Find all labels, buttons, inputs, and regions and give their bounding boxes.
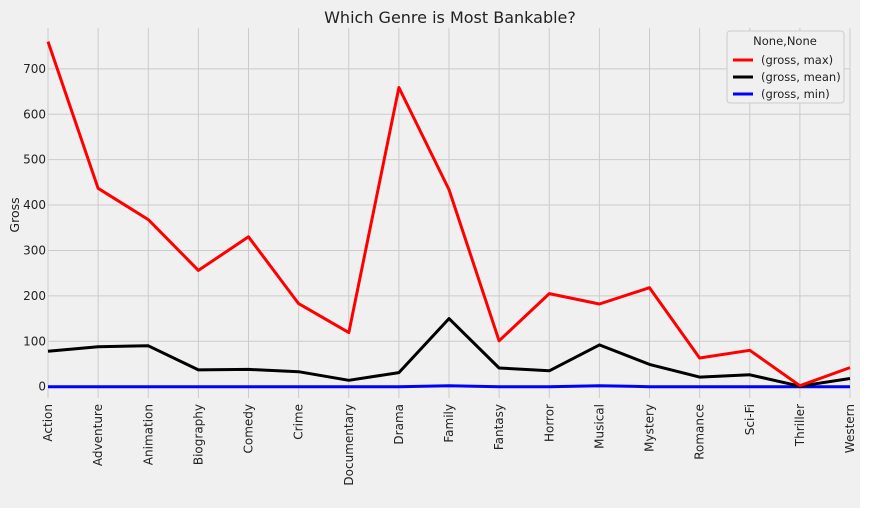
y-tick-label: 600	[23, 107, 46, 121]
x-tick-label: Romance	[693, 404, 707, 460]
x-tick-label: Adventure	[91, 404, 105, 466]
x-tick-label: Western	[843, 404, 857, 453]
chart-title: Which Genre is Most Bankable?	[324, 8, 576, 27]
legend-label-gross-max: (gross, max)	[761, 53, 833, 67]
series-line-gross-max	[46, 41, 851, 388]
y-tick-label: 100	[23, 334, 46, 348]
x-tick-label: Horror	[542, 404, 556, 442]
legend-label-gross-mean: (gross, mean)	[761, 70, 841, 84]
y-tick-label: 200	[23, 289, 46, 303]
series-line-gross-mean	[47, 317, 851, 388]
x-tick-label: Fantasy	[492, 404, 506, 450]
series-line-gross-min	[48, 384, 850, 389]
x-tick-labels: Action Adventure Animation Biography Comedy C…	[41, 404, 857, 486]
y-tick-labels: 0 100 200 300 400 500 600 700	[23, 62, 46, 394]
x-tick-label: Action	[41, 404, 55, 442]
legend-box	[726, 30, 845, 104]
y-tick-label: 0	[38, 380, 46, 394]
figure-background	[0, 0, 860, 508]
legend: None,None (gross, max)(gross, mean)(gros…	[726, 30, 845, 104]
y-tick-label: 300	[23, 243, 46, 257]
y-axis-label: Gross	[7, 197, 22, 232]
x-tick-label: Drama	[392, 404, 406, 445]
y-tick-label: 700	[23, 62, 46, 76]
y-tick-label: 500	[23, 153, 46, 167]
legend-label-gross-min: (gross, min)	[761, 87, 830, 101]
x-tick-label: Biography	[191, 404, 205, 465]
grid	[47, 28, 851, 398]
x-tick-label: Family	[442, 404, 456, 443]
y-tick-label: 400	[23, 198, 46, 212]
x-tick-label: Sci-Fi	[743, 404, 757, 435]
x-tick-label: Documentary	[342, 404, 356, 486]
legend-entries: (gross, max) (gross, mean) (gross, min)	[733, 53, 841, 101]
series-lines	[46, 41, 851, 389]
x-tick-label: Musical	[592, 404, 606, 449]
legend-title: None,None	[753, 34, 817, 48]
x-tick-label: Crime	[292, 404, 306, 440]
x-tick-label: Animation	[141, 404, 155, 465]
x-tick-label: Comedy	[242, 404, 256, 454]
x-tick-label: Mystery	[643, 404, 657, 452]
x-tick-label: Thriller	[793, 404, 807, 447]
